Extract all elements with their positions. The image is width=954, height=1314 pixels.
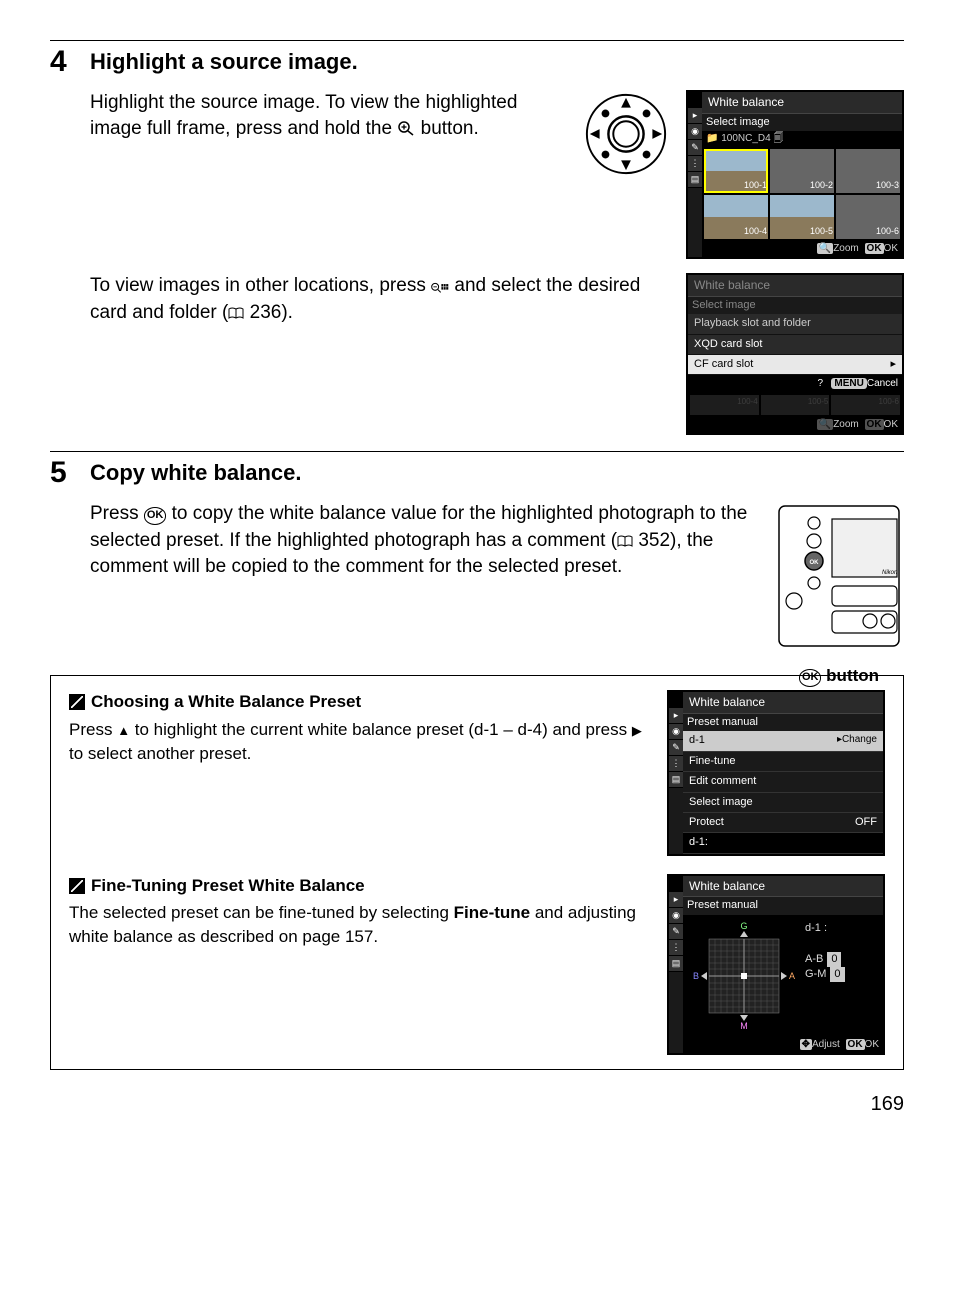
svg-text:M: M: [740, 1021, 748, 1031]
menu-item[interactable]: d-1▸Change: [683, 731, 883, 751]
page-number: 169: [50, 1090, 904, 1118]
menu-item[interactable]: Edit comment: [683, 772, 883, 792]
thumbnail[interactable]: 100-6: [836, 195, 900, 239]
thumbnail-dim: 100-6: [831, 395, 900, 415]
zoom-in-icon: [397, 118, 415, 134]
book-page-icon: [228, 301, 244, 313]
step-number: 5: [50, 458, 80, 651]
note-paragraph: The selected preset can be fine-tuned by…: [69, 901, 651, 949]
multi-selector-icon: [582, 90, 670, 180]
note-box: Choosing a White Balance Preset Press to…: [50, 675, 904, 1070]
dialog-header: Playback slot and folder: [688, 314, 902, 334]
thumbnail-dim: 100-5: [761, 395, 830, 415]
menu-tab-icon: ▤: [688, 172, 702, 188]
menu-tab-icon: ◉: [688, 124, 702, 140]
fine-tune-grid[interactable]: G M B A: [689, 921, 799, 1031]
step-paragraph: To view images in other locations, press…: [90, 273, 670, 326]
fine-tune-values: d-1 : A-B0 G-M0: [805, 921, 845, 983]
slot-option[interactable]: CF card slot▸: [688, 355, 902, 375]
step-title: Copy white balance.: [90, 458, 904, 489]
svg-text:Nikon: Nikon: [882, 570, 898, 576]
thumbnail[interactable]: 100-5: [770, 195, 834, 239]
svg-text:OK: OK: [810, 560, 820, 566]
menu-item[interactable]: ProtectOFF: [683, 813, 883, 833]
slot-option[interactable]: XQD card slot: [688, 335, 902, 355]
up-arrow-icon: [117, 720, 130, 739]
svg-text:B: B: [693, 971, 699, 981]
screen-footer: 🔍Zoom OKOK: [688, 417, 902, 433]
screen-title: White balance: [683, 876, 883, 897]
screen-title: White balance: [702, 92, 902, 113]
camera-screen-select-image: ▸ ◉ ✎ ⋮ ▤ White balance Select image 📁 1…: [686, 90, 904, 259]
screen-subtitle: Preset manual: [683, 713, 883, 731]
menu-item[interactable]: Select image: [683, 793, 883, 813]
step-5: 5 Copy white balance. Press OK to copy t…: [50, 458, 904, 651]
screen-footer: 🔍Zoom OKOK: [702, 241, 902, 257]
illustration-caption: OK button: [774, 664, 904, 688]
screen-subtitle: Select image: [702, 113, 902, 131]
thumbnail[interactable]: 100-4: [704, 195, 768, 239]
menu-tab-icon: ▸: [688, 108, 702, 124]
screen-subtitle: Select image: [688, 296, 902, 314]
svg-text:A: A: [789, 971, 795, 981]
camera-screen-fine-tune: ▸◉✎⋮▤ White balance Preset manual G M B …: [667, 874, 885, 1055]
pencil-icon: [69, 878, 85, 894]
thumbnail[interactable]: 100-2: [770, 149, 834, 193]
thumbnail-dim: 100-4: [690, 395, 759, 415]
camera-body-illustration: OK Nikon OK button: [774, 501, 904, 651]
screen-title: White balance: [688, 275, 902, 296]
step-4: 4 Highlight a source image. Highlight th…: [50, 47, 904, 435]
camera-screen-preset-menu: ▸◉✎⋮▤ White balance Preset manual d-1▸Ch…: [667, 690, 885, 856]
menu-item: d-1:: [683, 833, 883, 853]
cancel-hint: ? MENUCancel: [688, 375, 902, 393]
step-paragraph: Press OK to copy the white balance value…: [90, 501, 758, 581]
screen-subtitle: Preset manual: [683, 896, 883, 914]
menu-tab-icon: ✎: [688, 140, 702, 156]
menu-tab-icon: ⋮: [688, 156, 702, 172]
right-arrow-icon: [632, 720, 642, 739]
note-paragraph: Press to highlight the current white bal…: [69, 718, 651, 766]
folder-breadcrumb: 📁 100NC_D4 🗐: [702, 131, 902, 147]
step-number: 4: [50, 47, 80, 435]
note-heading: Choosing a White Balance Preset: [69, 690, 651, 714]
step-paragraph: Highlight the source image. To view the …: [90, 90, 566, 143]
pencil-icon: [69, 694, 85, 710]
screen-title: White balance: [683, 692, 883, 713]
thumbnail[interactable]: 100-1: [704, 149, 768, 193]
book-page-icon: [617, 529, 633, 541]
thumbnail-grid: 100-1 100-2 100-3 100-4 100-5 100-6: [702, 147, 902, 241]
step-title: Highlight a source image.: [90, 47, 904, 78]
note-heading: Fine-Tuning Preset White Balance: [69, 874, 651, 898]
thumbnail[interactable]: 100-3: [836, 149, 900, 193]
camera-screen-slot-folder: White balance Select image Playback slot…: [686, 273, 904, 435]
zoom-out-thumbnails-icon: [431, 275, 449, 291]
svg-text:G: G: [740, 921, 747, 931]
screen-footer: ✥Adjust OKOK: [669, 1037, 883, 1053]
menu-item[interactable]: Fine-tune: [683, 752, 883, 772]
ok-button-icon: OK: [144, 507, 167, 524]
